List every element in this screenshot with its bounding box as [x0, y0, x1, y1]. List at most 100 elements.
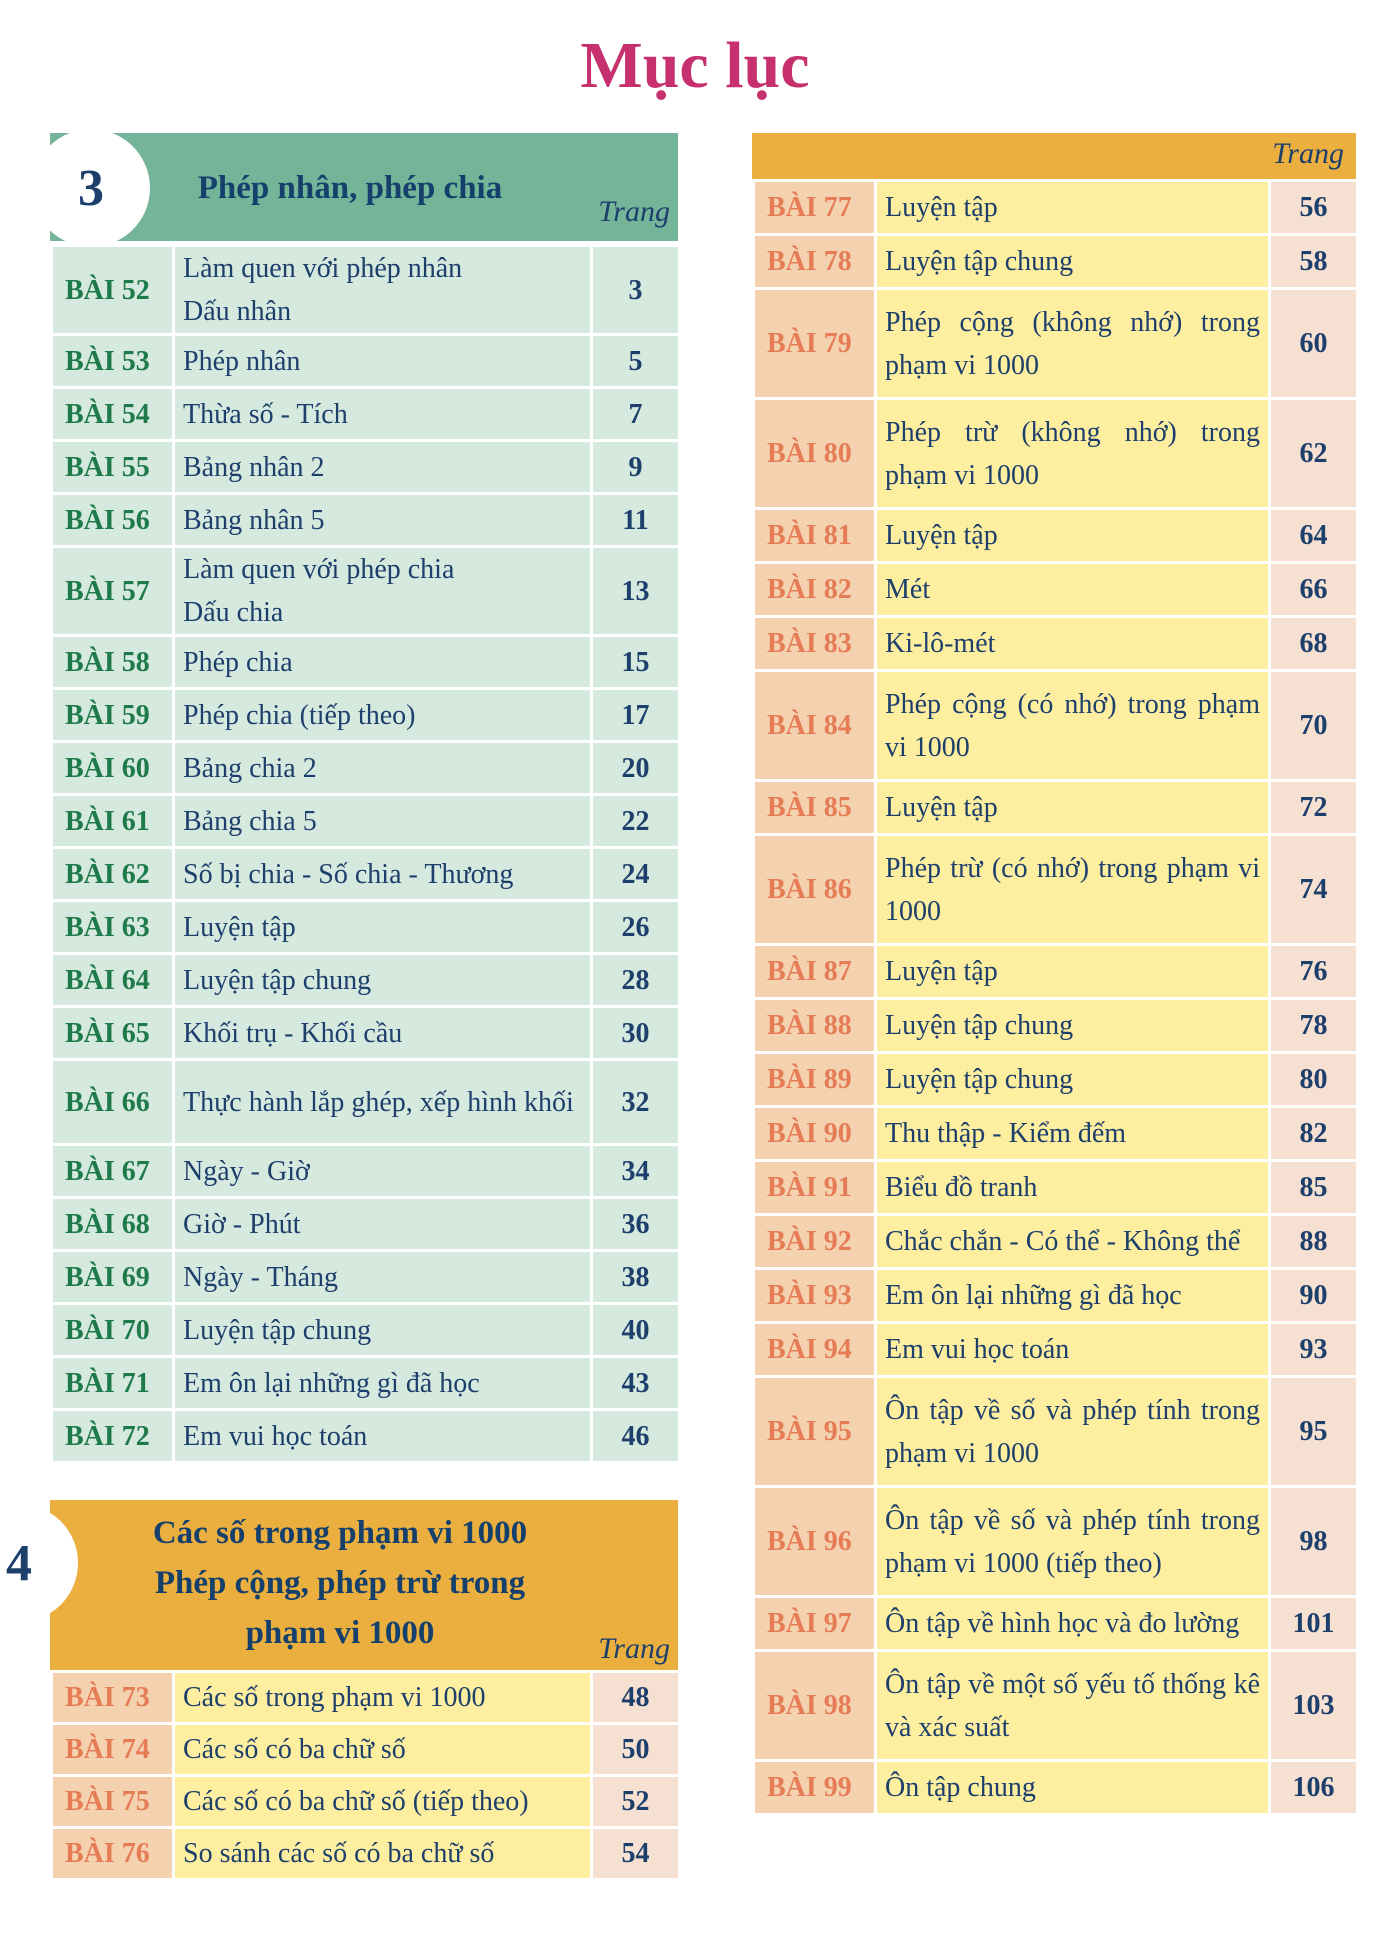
lesson-row[interactable]: BÀI 83 Ki-lô-mét 68	[752, 615, 1359, 672]
lesson-title[interactable]: Phép cộng (có nhớ) trong phạm vi 1000	[874, 669, 1271, 782]
lesson-row[interactable]: BÀI 80 Phép trừ (không nhớ) trong phạm vi…	[752, 397, 1359, 510]
lesson-title[interactable]: Ôn tập về số và phép tính trong phạm vi …	[874, 1485, 1271, 1598]
lesson-title[interactable]: Luyện tập	[172, 899, 593, 955]
lesson-title[interactable]: Bảng chia 5	[172, 793, 593, 849]
lesson-title[interactable]: Biểu đồ tranh	[874, 1159, 1271, 1216]
lesson-title[interactable]: Phép chia (tiếp theo)	[172, 687, 593, 743]
lesson-row[interactable]: BÀI 73 Các số trong phạm vi 1000 48	[50, 1670, 681, 1725]
lesson-row[interactable]: BÀI 98 Ôn tập về một số yếu tố thống kê v…	[752, 1649, 1359, 1762]
lesson-row[interactable]: BÀI 82 Mét 66	[752, 561, 1359, 618]
lesson-title[interactable]: Thực hành lắp ghép, xếp hình khối	[172, 1058, 593, 1146]
lesson-row[interactable]: BÀI 96 Ôn tập về số và phép tính trong ph…	[752, 1485, 1359, 1598]
lesson-row[interactable]: BÀI 76 So sánh các số có ba chữ số 54	[50, 1826, 681, 1881]
lesson-row[interactable]: BÀI 65 Khối trụ - Khối cầu 30	[50, 1005, 681, 1061]
lesson-title[interactable]: Phép trừ (có nhớ) trong phạm vi 1000	[874, 833, 1271, 946]
lesson-row[interactable]: BÀI 54 Thừa số - Tích 7	[50, 386, 681, 442]
lesson-row[interactable]: BÀI 60 Bảng chia 2 20	[50, 740, 681, 796]
lesson-title[interactable]: Em ôn lại những gì đã học	[874, 1267, 1271, 1324]
lesson-row[interactable]: BÀI 56 Bảng nhân 5 11	[50, 492, 681, 548]
lesson-title[interactable]: Luyện tập chung	[874, 997, 1271, 1054]
lesson-row[interactable]: BÀI 88 Luyện tập chung 78	[752, 997, 1359, 1054]
lesson-title[interactable]: Luyện tập chung	[874, 1051, 1271, 1108]
lesson-title[interactable]: Giờ - Phút	[172, 1196, 593, 1252]
lesson-row[interactable]: BÀI 97 Ôn tập về hình học và đo lường 101	[752, 1595, 1359, 1652]
lesson-title[interactable]: Ôn tập về một số yếu tố thống kê và xác …	[874, 1649, 1271, 1762]
lesson-title[interactable]: Em vui học toán	[874, 1321, 1271, 1378]
lesson-row[interactable]: BÀI 89 Luyện tập chung 80	[752, 1051, 1359, 1108]
lesson-row[interactable]: BÀI 71 Em ôn lại những gì đã học 43	[50, 1355, 681, 1411]
lesson-title[interactable]: Phép trừ (không nhớ) trong phạm vi 1000	[874, 397, 1271, 510]
lesson-number: BÀI 84	[752, 669, 877, 782]
lesson-title[interactable]: Ôn tập về số và phép tính trong phạm vi …	[874, 1375, 1271, 1488]
lesson-row[interactable]: BÀI 57 Làm quen với phép chia Dấu chia 13	[50, 545, 681, 637]
lesson-row[interactable]: BÀI 59 Phép chia (tiếp theo) 17	[50, 687, 681, 743]
lesson-row[interactable]: BÀI 66 Thực hành lắp ghép, xếp hình khối 3…	[50, 1058, 681, 1146]
lesson-row[interactable]: BÀI 53 Phép nhân 5	[50, 333, 681, 389]
lesson-row[interactable]: BÀI 78 Luyện tập chung 58	[752, 233, 1359, 290]
lesson-title[interactable]: Ngày - Tháng	[172, 1249, 593, 1305]
lesson-row[interactable]: BÀI 68 Giờ - Phút 36	[50, 1196, 681, 1252]
lesson-title[interactable]: Làm quen với phép chia Dấu chia	[172, 545, 593, 637]
lesson-row[interactable]: BÀI 52 Làm quen với phép nhân Dấu nhân 3	[50, 244, 681, 336]
lesson-title[interactable]: Thu thập - Kiểm đếm	[874, 1105, 1271, 1162]
lesson-title[interactable]: Các số có ba chữ số	[172, 1722, 593, 1777]
lesson-title[interactable]: Luyện tập	[874, 179, 1271, 236]
lesson-title[interactable]: Bảng chia 2	[172, 740, 593, 796]
lesson-title[interactable]: Bảng nhân 5	[172, 492, 593, 548]
lesson-title[interactable]: Số bị chia - Số chia - Thương	[172, 846, 593, 902]
lesson-row[interactable]: BÀI 61 Bảng chia 5 22	[50, 793, 681, 849]
lesson-title[interactable]: Ôn tập chung	[874, 1759, 1271, 1816]
lesson-title[interactable]: So sánh các số có ba chữ số	[172, 1826, 593, 1881]
lesson-title[interactable]: Ngày - Giờ	[172, 1143, 593, 1199]
lesson-title[interactable]: Luyện tập chung	[874, 233, 1271, 290]
lesson-row[interactable]: BÀI 81 Luyện tập 64	[752, 507, 1359, 564]
lesson-title[interactable]: Khối trụ - Khối cầu	[172, 1005, 593, 1061]
lesson-title[interactable]: Luyện tập	[874, 943, 1271, 1000]
lesson-row[interactable]: BÀI 70 Luyện tập chung 40	[50, 1302, 681, 1358]
lesson-title[interactable]: Luyện tập chung	[172, 952, 593, 1008]
lesson-row[interactable]: BÀI 74 Các số có ba chữ số 50	[50, 1722, 681, 1777]
lesson-row[interactable]: BÀI 85 Luyện tập 72	[752, 779, 1359, 836]
lesson-title[interactable]: Phép nhân	[172, 333, 593, 389]
lesson-title[interactable]: Bảng nhân 2	[172, 439, 593, 495]
lesson-page: 26	[590, 899, 681, 955]
lesson-row[interactable]: BÀI 90 Thu thập - Kiểm đếm 82	[752, 1105, 1359, 1162]
lesson-row[interactable]: BÀI 93 Em ôn lại những gì đã học 90	[752, 1267, 1359, 1324]
lesson-row[interactable]: BÀI 95 Ôn tập về số và phép tính trong ph…	[752, 1375, 1359, 1488]
lesson-page: 9	[590, 439, 681, 495]
lesson-row[interactable]: BÀI 67 Ngày - Giờ 34	[50, 1143, 681, 1199]
lesson-title[interactable]: Em ôn lại những gì đã học	[172, 1355, 593, 1411]
lesson-row[interactable]: BÀI 58 Phép chia 15	[50, 634, 681, 690]
lesson-title[interactable]: Phép cộng (không nhớ) trong phạm vi 1000	[874, 287, 1271, 400]
lesson-row[interactable]: BÀI 63 Luyện tập 26	[50, 899, 681, 955]
lesson-row[interactable]: BÀI 87 Luyện tập 76	[752, 943, 1359, 1000]
lesson-row[interactable]: BÀI 79 Phép cộng (không nhớ) trong phạm v…	[752, 287, 1359, 400]
lesson-title[interactable]: Ki-lô-mét	[874, 615, 1271, 672]
lesson-row[interactable]: BÀI 77 Luyện tập 56	[752, 179, 1359, 236]
lesson-number: BÀI 95	[752, 1375, 877, 1488]
lesson-title[interactable]: Luyện tập chung	[172, 1302, 593, 1358]
lesson-title[interactable]: Luyện tập	[874, 779, 1271, 836]
lesson-title[interactable]: Phép chia	[172, 634, 593, 690]
lesson-title[interactable]: Làm quen với phép nhân Dấu nhân	[172, 244, 593, 336]
lesson-row[interactable]: BÀI 86 Phép trừ (có nhớ) trong phạm vi 10…	[752, 833, 1359, 946]
lesson-title[interactable]: Các số trong phạm vi 1000	[172, 1670, 593, 1725]
lesson-title[interactable]: Chắc chắn - Có thể - Không thể	[874, 1213, 1271, 1270]
lesson-row[interactable]: BÀI 62 Số bị chia - Số chia - Thương 24	[50, 846, 681, 902]
lesson-row[interactable]: BÀI 94 Em vui học toán 93	[752, 1321, 1359, 1378]
lesson-title[interactable]: Em vui học toán	[172, 1408, 593, 1464]
lesson-row[interactable]: BÀI 75 Các số có ba chữ số (tiếp theo) 52	[50, 1774, 681, 1829]
lesson-row[interactable]: BÀI 64 Luyện tập chung 28	[50, 952, 681, 1008]
lesson-row[interactable]: BÀI 99 Ôn tập chung 106	[752, 1759, 1359, 1816]
lesson-row[interactable]: BÀI 92 Chắc chắn - Có thể - Không thể 88	[752, 1213, 1359, 1270]
lesson-title[interactable]: Ôn tập về hình học và đo lường	[874, 1595, 1271, 1652]
lesson-row[interactable]: BÀI 91 Biểu đồ tranh 85	[752, 1159, 1359, 1216]
lesson-title[interactable]: Các số có ba chữ số (tiếp theo)	[172, 1774, 593, 1829]
lesson-title[interactable]: Luyện tập	[874, 507, 1271, 564]
lesson-row[interactable]: BÀI 72 Em vui học toán 46	[50, 1408, 681, 1464]
lesson-row[interactable]: BÀI 69 Ngày - Tháng 38	[50, 1249, 681, 1305]
lesson-title[interactable]: Thừa số - Tích	[172, 386, 593, 442]
lesson-title[interactable]: Mét	[874, 561, 1271, 618]
lesson-row[interactable]: BÀI 84 Phép cộng (có nhớ) trong phạm vi 1…	[752, 669, 1359, 782]
